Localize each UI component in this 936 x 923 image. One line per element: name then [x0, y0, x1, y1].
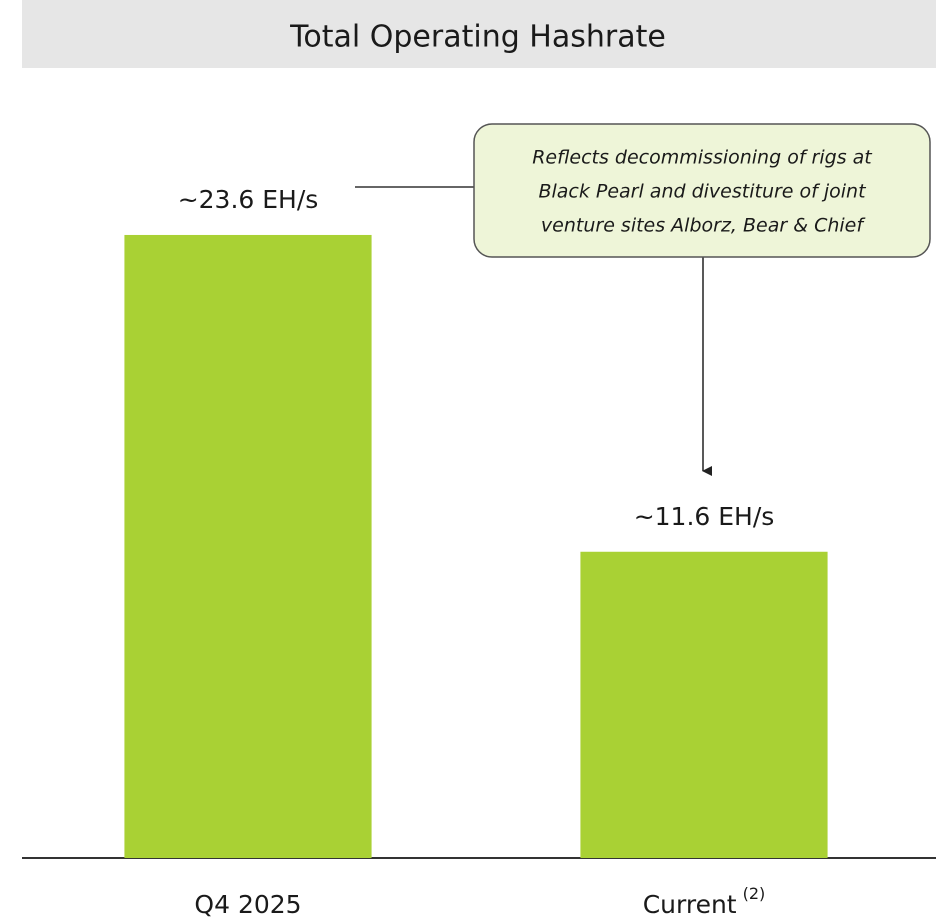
title-band: [22, 0, 936, 68]
bar: [124, 234, 372, 858]
annotation: Reflects decommissioning of rigs at Black…: [532, 147, 873, 237]
footnote-mark: (2): [743, 884, 766, 903]
x-tick-label: Current (2): [643, 884, 766, 920]
category-name: Q4 2025: [194, 890, 301, 919]
annotation-line: Black Pearl and divestiture of joint: [538, 181, 867, 203]
value-label: ~11.6 EH/s: [634, 502, 775, 531]
annotation-line: Reflects decommissioning of rigs at: [532, 147, 873, 169]
chart-title: Total Operating Hashrate: [289, 20, 666, 55]
category-name: Current: [643, 890, 737, 919]
annotation-box: [473, 123, 931, 258]
bar: [580, 551, 828, 858]
x-tick-label: Q4 2025: [194, 890, 301, 919]
value-label: ~23.6 EH/s: [178, 185, 319, 214]
annotation-line: venture sites Alborz, Bear & Chief: [541, 215, 866, 237]
